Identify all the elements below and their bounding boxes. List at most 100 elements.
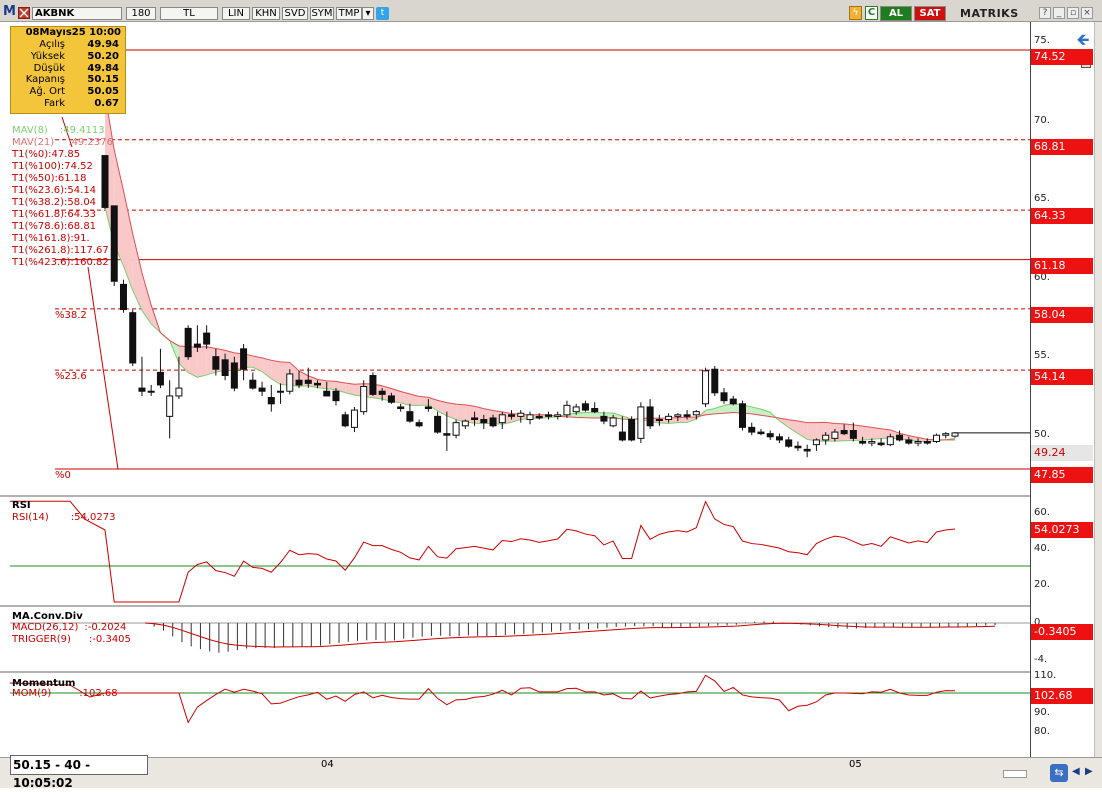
ma-ribbon	[428, 397, 438, 411]
candle-body	[785, 439, 793, 447]
candle-body	[886, 436, 894, 446]
candle-body	[424, 406, 432, 410]
info-row: Yüksek 50.20	[30, 50, 119, 62]
fib-level-label: T1(%423.6):160.82	[12, 257, 109, 268]
sym-button[interactable]: SYM	[310, 7, 334, 20]
candle-body	[729, 398, 737, 405]
symbol-field[interactable]: AKBNK	[32, 7, 122, 20]
info-row: Kapanış 50.15	[25, 74, 119, 86]
candle-body	[665, 415, 673, 421]
candle-body	[480, 419, 488, 424]
candle-body	[489, 417, 497, 427]
ma-ribbon	[252, 355, 263, 372]
fib-level-label: T1(%38.2):58.04	[12, 197, 97, 208]
candle-body	[775, 436, 783, 441]
candle-body	[868, 441, 876, 444]
ma-ribbon	[760, 409, 771, 417]
candle-body	[535, 415, 543, 419]
ohlc-info-box: 08Mayıs25 10:00 Açılış 49.94 Yüksek 50.20 …	[10, 26, 126, 114]
candle-body	[896, 434, 904, 441]
fib-level-label: T1(%23.6):54.14	[12, 185, 97, 196]
candle-body	[849, 430, 857, 439]
candle-body	[739, 403, 746, 428]
price-tag: 49.24	[1031, 445, 1093, 461]
price-tag: 58.04	[1031, 307, 1093, 323]
fib-level-label: T1(%78.6):68.81	[12, 221, 97, 232]
buy-button[interactable]: AL	[880, 6, 912, 21]
mom-tick: 90.	[1034, 707, 1050, 718]
candle-body	[572, 406, 580, 413]
restore-icon[interactable]: ▫	[1067, 7, 1079, 19]
mom-tag: 102.68	[1031, 688, 1093, 704]
fib-level-label: T1(%0):47.85	[12, 149, 81, 160]
fib-level-label: T1(%161.8):91.	[12, 233, 90, 244]
fib-level-label: T1(%261.8):117.67	[12, 245, 109, 256]
horizontal-scrollbar[interactable]	[1003, 770, 1027, 778]
sell-button[interactable]: SAT	[914, 6, 946, 21]
candle-body	[240, 348, 248, 370]
currency-field[interactable]: TL	[160, 7, 218, 20]
svd-button[interactable]: SVD	[282, 7, 308, 20]
arrow-left-icon[interactable]: 🡸	[1073, 30, 1093, 50]
chart-area[interactable]	[0, 22, 1030, 757]
candle-body	[166, 395, 174, 417]
chevron-down-icon[interactable]: ▾	[362, 7, 374, 20]
candle-body	[646, 406, 654, 427]
price-tick: 60.	[1034, 272, 1050, 283]
mav21-label: MAV(21):49.2376	[12, 137, 113, 148]
vertical-scrollbar[interactable]	[1094, 22, 1102, 757]
price-scale[interactable]	[1030, 22, 1095, 757]
refresh-icon[interactable]: C	[865, 6, 878, 20]
ma-ribbon	[871, 427, 882, 440]
candle-body	[295, 379, 303, 386]
fib-trend-line	[61, 116, 73, 148]
settings-icon[interactable]: ⇆	[1050, 764, 1068, 782]
scroll-right-icon[interactable]: ▶	[1085, 766, 1093, 777]
candle-body	[406, 411, 414, 422]
rsi-label: RSI(14):54.0273	[12, 512, 116, 523]
info-date: 08Mayıs25 10:00	[25, 27, 121, 38]
candle-body	[840, 430, 848, 435]
date-label: 05	[849, 759, 862, 770]
candle-body	[692, 411, 700, 416]
ma-ribbon	[807, 422, 817, 441]
lin-button[interactable]: LIN	[222, 7, 250, 20]
candle-body	[304, 379, 312, 384]
khn-button[interactable]: KHN	[252, 7, 280, 20]
macd-title: MA.Conv.Div	[12, 611, 83, 622]
price-tag: 68.81	[1031, 139, 1093, 155]
tmp-button[interactable]: TMP	[336, 7, 362, 20]
macd-tick: -4.	[1034, 654, 1048, 665]
scroll-left-icon[interactable]: ◀	[1072, 766, 1080, 777]
period-field[interactable]: 180	[126, 7, 156, 20]
close-icon[interactable]: ×	[1081, 7, 1093, 19]
minimize-icon[interactable]: _	[1053, 7, 1065, 19]
help-icon[interactable]: ?	[1039, 7, 1051, 19]
candle-body	[544, 414, 552, 417]
lightning-icon[interactable]: ϟ	[849, 6, 862, 20]
candle-body	[230, 362, 238, 389]
candle-body	[314, 382, 321, 386]
candle-body	[822, 434, 830, 441]
ma-ribbon	[317, 379, 327, 389]
ma-ribbon	[456, 404, 466, 422]
zoom-icon[interactable]	[18, 7, 30, 19]
rsi-line	[10, 500, 956, 603]
candle-body	[175, 387, 183, 397]
price-tick: 70.	[1034, 115, 1050, 126]
candle-body	[350, 409, 358, 428]
candle-body	[461, 420, 469, 427]
twitter-icon[interactable]: t	[376, 7, 389, 20]
ma-ribbon	[788, 419, 798, 434]
candle-body	[637, 406, 645, 439]
ma-ribbon	[262, 357, 272, 379]
candle-body	[517, 412, 525, 417]
candle-body	[628, 419, 636, 441]
candle-body	[397, 406, 405, 410]
ma-ribbon	[714, 405, 725, 414]
macd-tag: -0.3405	[1031, 624, 1093, 640]
candle-body	[323, 390, 331, 397]
candle-body	[914, 441, 922, 444]
status-bar: 50.15 - 40 - 10:05:02 04 05 ⇆ ◀ ▶	[0, 755, 1102, 790]
candle-body	[720, 392, 728, 402]
